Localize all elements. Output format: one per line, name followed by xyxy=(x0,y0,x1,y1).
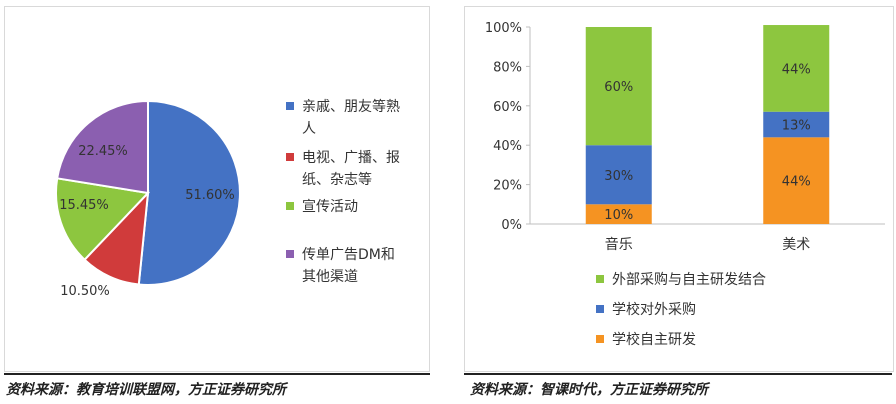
legend-marker xyxy=(596,275,604,283)
bar-segment xyxy=(763,111,830,138)
bar-chart-box: 0% 20% 40% 60% 80% 100% 10% 30% 60% 音乐 44% 13% 44% 美术… xyxy=(464,6,894,372)
legend-marker xyxy=(286,250,294,258)
bar-segment xyxy=(585,145,652,205)
legend-label: 宣传活动 xyxy=(302,199,358,215)
bar-data-label: 13% xyxy=(782,119,811,134)
legend-marker xyxy=(286,102,294,110)
pie-chart: 51.60% 10.50% 15.45% 22.45% 亲戚、朋友等熟人电视、广播、报纸… xyxy=(55,98,400,299)
y-tick-label: 40% xyxy=(493,139,522,154)
legend-label: 人 xyxy=(302,121,316,137)
source-divider xyxy=(464,373,892,375)
legend-label: 电视、广播、报 xyxy=(302,150,400,166)
bar-segment xyxy=(763,137,830,224)
pie-chart-box: 51.60% 10.50% 15.45% 22.45% 亲戚、朋友等熟人电视、广播、报纸… xyxy=(4,6,430,372)
stacked-bar-chart: 0% 20% 40% 60% 80% 100% 10% 30% 60% 音乐 44% 13% 44% 美术… xyxy=(485,21,885,348)
x-tick-label: 音乐 xyxy=(605,236,633,253)
y-tick-label: 20% xyxy=(493,179,522,194)
pie-data-label: 22.45% xyxy=(78,144,128,159)
bar-segment xyxy=(763,25,830,112)
y-tick-label: 60% xyxy=(493,100,522,115)
legend-marker xyxy=(596,335,604,343)
legend-label: 其他渠道 xyxy=(302,269,358,285)
source-note: 资料来源：教育培训联盟网，方正证券研究所 xyxy=(6,382,286,398)
legend-label: 传单广告DM和 xyxy=(302,247,395,263)
pie-slice xyxy=(137,99,241,286)
bar-data-label: 10% xyxy=(604,208,633,223)
pie-data-label: 15.45% xyxy=(59,198,109,213)
y-tick-label: 100% xyxy=(485,21,522,36)
legend-label: 亲戚、朋友等熟 xyxy=(302,98,400,115)
legend-marker xyxy=(286,202,294,210)
bar-segment xyxy=(585,27,652,146)
bar-data-label: 44% xyxy=(782,175,811,190)
pie-data-label: 10.50% xyxy=(60,284,110,299)
legend-label: 外部采购与自主研发结合 xyxy=(612,272,766,288)
y-tick-label: 0% xyxy=(501,218,522,233)
pie-slice xyxy=(56,99,149,195)
source-note: 资料来源：智课时代，方正证券研究所 xyxy=(470,382,708,398)
y-tick-label: 80% xyxy=(493,60,522,75)
legend-label: 学校对外采购 xyxy=(612,301,696,318)
legend-marker xyxy=(596,305,604,313)
legend-marker xyxy=(286,153,294,161)
bar-data-label: 44% xyxy=(782,62,811,77)
bar-data-label: 60% xyxy=(604,80,633,95)
x-tick-label: 美术 xyxy=(782,237,810,253)
legend-label: 学校自主研发 xyxy=(612,331,696,348)
source-divider xyxy=(4,373,430,375)
bar-segment xyxy=(585,204,652,224)
bar-data-label: 30% xyxy=(604,169,633,184)
legend-label: 纸、杂志等 xyxy=(302,171,372,188)
pie-slice xyxy=(55,177,151,262)
pie-data-label: 51.60% xyxy=(185,188,235,203)
